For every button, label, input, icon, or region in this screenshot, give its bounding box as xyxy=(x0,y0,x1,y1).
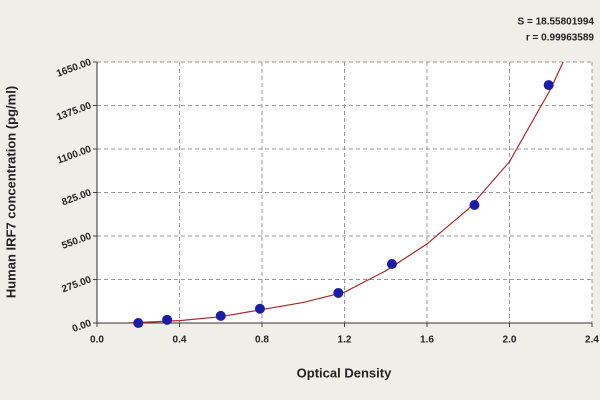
data-point xyxy=(469,199,480,210)
data-point xyxy=(254,303,265,314)
y-tick-label: 825.00 xyxy=(60,187,93,208)
x-tick-label: 0.8 xyxy=(255,335,269,346)
x-tick-label: 0.0 xyxy=(90,335,104,346)
data-point xyxy=(543,80,554,91)
x-tick-label: 1.6 xyxy=(420,335,434,346)
y-tick-label: 550.00 xyxy=(60,231,93,252)
x-axis-label: Optical Density xyxy=(297,365,392,380)
y-tick-label: 1650.00 xyxy=(55,57,93,80)
data-point xyxy=(133,318,144,328)
annotation: r = 0.99963589 xyxy=(526,33,595,44)
x-tick-label: 0.4 xyxy=(173,335,187,346)
x-tick-label: 2.0 xyxy=(503,335,517,346)
x-tick-label: 1.2 xyxy=(338,335,352,346)
data-point xyxy=(386,258,397,269)
y-tick-label: 1375.00 xyxy=(55,100,93,123)
data-point xyxy=(333,287,344,298)
y-tick-label: 1100.00 xyxy=(56,144,94,167)
data-point xyxy=(162,314,173,325)
y-tick-label: 0.00 xyxy=(71,318,93,335)
data-point xyxy=(215,310,226,321)
y-axis-label: Human IRF7 concentration (pg/ml) xyxy=(3,86,18,298)
x-tick-label: 2.4 xyxy=(585,335,599,346)
fit-curve xyxy=(127,61,564,324)
y-tick-label: 275.00 xyxy=(60,274,93,295)
annotation: S = 18.55801994 xyxy=(518,17,595,28)
